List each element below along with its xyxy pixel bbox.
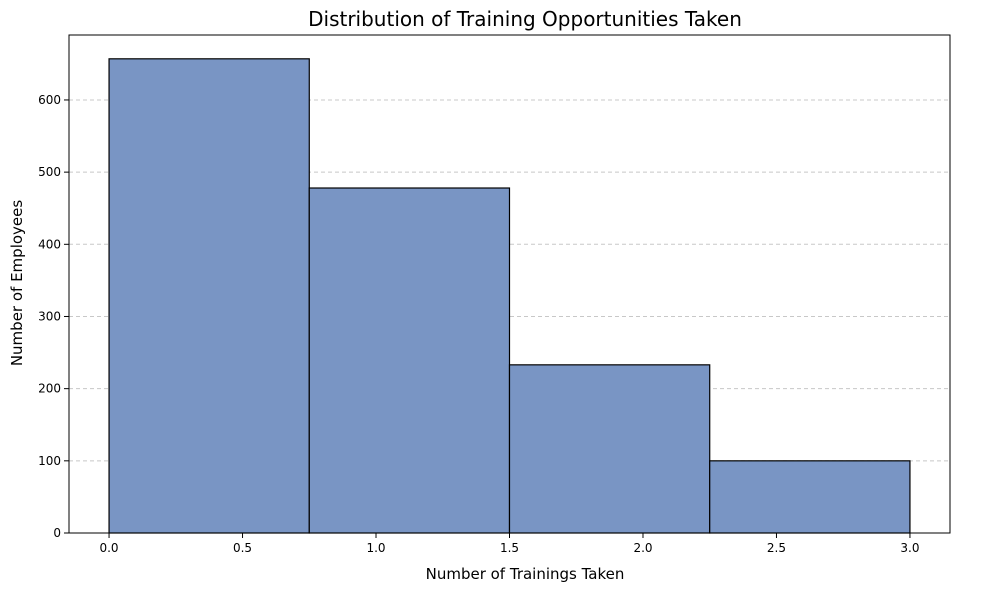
histogram-bar [308, 187, 511, 534]
y-tick-label: 600 [38, 93, 61, 107]
y-tick-label: 200 [38, 382, 61, 396]
y-tick-label: 400 [38, 237, 61, 251]
x-axis-ticks: 0.0 0.5 1.0 1.5 2.0 2.5 3.0 [99, 533, 920, 555]
bars [108, 58, 911, 534]
y-tick-label: 500 [38, 165, 61, 179]
y-tick-label: 100 [38, 454, 61, 468]
histogram-bar [709, 460, 911, 534]
x-axis-label: Number of Trainings Taken [426, 565, 625, 583]
y-tick-label: 300 [38, 309, 61, 323]
x-tick-label: 0.5 [233, 541, 252, 555]
histogram-bar [108, 58, 310, 534]
x-tick-label: 2.5 [767, 541, 786, 555]
y-axis-label: Number of Employees [8, 200, 26, 367]
x-tick-label: 2.0 [633, 541, 652, 555]
y-axis-ticks: 0 100 200 300 400 500 600 [38, 93, 69, 540]
x-tick-label: 0.0 [99, 541, 118, 555]
y-tick-label: 0 [53, 526, 61, 540]
x-tick-label: 1.5 [500, 541, 519, 555]
histogram-bar [508, 364, 711, 534]
x-tick-label: 1.0 [366, 541, 385, 555]
x-tick-label: 3.0 [900, 541, 919, 555]
chart-title: Distribution of Training Opportunities T… [308, 7, 742, 31]
